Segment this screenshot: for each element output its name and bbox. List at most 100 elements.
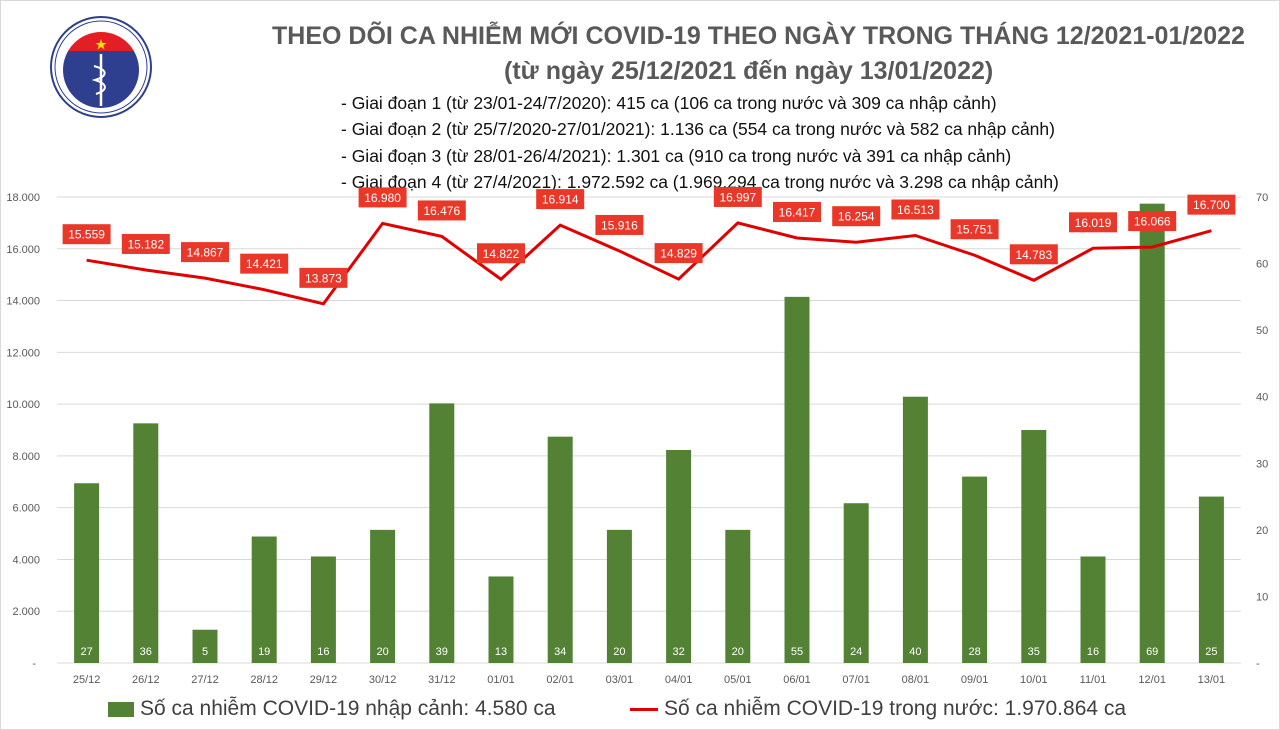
x-axis-tick-label: 02/01 <box>546 674 574 686</box>
phase-1-note: - Giai đoạn 1 (từ 23/01-24/7/2020): 415 … <box>341 93 997 113</box>
x-axis-tick-label: 29/12 <box>310 674 338 686</box>
bar-value-label: 27 <box>80 646 92 658</box>
line-value-label: 15.559 <box>68 228 105 242</box>
line-value-label-box <box>773 201 821 222</box>
bar <box>1080 556 1106 663</box>
line-value-label: 16.700 <box>1193 198 1230 212</box>
bar-value-label: 20 <box>732 646 744 658</box>
bar-value-label: 25 <box>1205 646 1217 658</box>
bar-value-label: 20 <box>376 646 388 658</box>
line-value-label: 16.066 <box>1134 215 1171 229</box>
chart-subtitle: (từ ngày 25/12/2021 đến ngày 13/01/2022) <box>504 57 994 85</box>
line-value-label-box <box>240 253 289 274</box>
right-axis-tick-label: 70 <box>1256 192 1268 204</box>
line-value-label: 16.254 <box>838 210 875 224</box>
line-value-label-box <box>595 214 644 235</box>
x-axis-tick-label: 09/01 <box>961 674 989 686</box>
bar <box>1139 203 1165 663</box>
line-value-label: 16.417 <box>779 205 816 219</box>
left-axis-tick-label: 8.000 <box>12 451 40 463</box>
line-value-label-box <box>713 186 762 207</box>
left-axis-tick-label: 12.000 <box>6 347 40 359</box>
bar <box>251 536 277 663</box>
bar-value-label: 69 <box>1146 646 1158 658</box>
bar <box>192 629 218 663</box>
bar-value-label: 16 <box>1087 646 1099 658</box>
legend-label-imported: Số ca nhiễm COVID-19 nhập cảnh: 4.580 ca <box>140 697 556 720</box>
bar-value-label: 35 <box>1028 646 1040 658</box>
bar-value-label: 40 <box>909 646 921 658</box>
right-axis-tick-label: 10 <box>1256 591 1268 603</box>
line-value-label: 16.980 <box>364 191 401 205</box>
x-axis-tick-label: 06/01 <box>783 674 811 686</box>
bar <box>547 436 573 663</box>
bar <box>725 529 751 663</box>
x-axis-tick-label: 01/01 <box>487 674 515 686</box>
x-axis-tick-label: 12/01 <box>1138 674 1166 686</box>
bar <box>429 403 455 663</box>
bar <box>370 529 396 663</box>
legend-swatch-line <box>630 707 658 711</box>
legend-swatch-bar <box>108 701 134 717</box>
line-value-label-box <box>358 187 407 208</box>
line-value-label: 16.513 <box>897 203 934 217</box>
x-axis-tick-label: 26/12 <box>132 674 160 686</box>
bar <box>310 556 336 663</box>
x-axis-tick-label: 05/01 <box>724 674 752 686</box>
right-axis-tick-label: 50 <box>1256 325 1268 337</box>
right-axis-tick-label: 20 <box>1256 525 1268 537</box>
line-value-label: 16.019 <box>1075 216 1112 230</box>
legend-label-domestic: Số ca nhiễm COVID-19 trong nước: 1.970.8… <box>664 697 1127 720</box>
x-axis-tick-label: 07/01 <box>842 674 870 686</box>
bar-value-label: 5 <box>202 646 208 658</box>
line-value-label: 13.873 <box>305 271 342 285</box>
bar <box>133 423 159 663</box>
left-axis-tick-label: 14.000 <box>6 296 40 308</box>
line-value-label: 15.182 <box>127 237 164 251</box>
line-value-label-box <box>891 199 940 220</box>
ministry-of-health-logo <box>50 16 152 118</box>
line-value-label-box <box>121 233 170 254</box>
x-axis-tick-label: 28/12 <box>250 674 278 686</box>
line-value-label: 14.822 <box>483 247 520 261</box>
line-value-label-box <box>62 224 111 245</box>
x-axis-tick-label: 10/01 <box>1020 674 1048 686</box>
x-axis-tick-label: 11/01 <box>1080 674 1107 686</box>
x-axis-tick-label: 08/01 <box>902 674 930 686</box>
bar-value-label: 34 <box>554 646 566 658</box>
phase-3-note: - Giai đoạn 3 (từ 28/01-26/4/2021): 1.30… <box>341 146 1012 166</box>
bar-value-label: 39 <box>436 646 448 658</box>
line-value-label: 14.783 <box>1015 248 1052 262</box>
legend-item-imported: Số ca nhiễm COVID-19 nhập cảnh: 4.580 ca <box>108 697 556 721</box>
x-axis-tick-label: 03/01 <box>606 674 634 686</box>
line-value-label-box <box>950 219 999 240</box>
left-axis-tick-label: - <box>32 658 36 670</box>
x-axis-tick-label: 30/12 <box>369 674 397 686</box>
bar-value-label: 55 <box>791 646 803 658</box>
bar <box>843 503 869 663</box>
bar-value-label: 32 <box>672 646 684 658</box>
line-value-label-box <box>1009 244 1058 265</box>
line-value-label: 14.867 <box>187 246 224 260</box>
line-value-label-box <box>1069 212 1117 233</box>
bar-value-label: 20 <box>613 646 625 658</box>
bar <box>666 449 692 663</box>
legend-item-domestic: Số ca nhiễm COVID-19 trong nước: 1.970.8… <box>630 697 1126 721</box>
x-axis-tick-label: 31/12 <box>428 674 456 686</box>
phase-4-note: - Giai đoạn 4 (từ 27/4/2021): 1.972.592 … <box>341 172 1059 192</box>
bar <box>784 296 810 663</box>
x-axis-tick-label: 04/01 <box>665 674 693 686</box>
line-value-label: 16.476 <box>423 204 460 218</box>
x-axis-tick-label: 27/12 <box>191 674 219 686</box>
bar <box>74 483 100 663</box>
x-axis-tick-label: 25/12 <box>73 674 101 686</box>
x-axis-tick-label: 13/01 <box>1198 674 1226 686</box>
left-axis-tick-label: 10.000 <box>6 399 40 411</box>
line-value-label-box <box>654 243 703 264</box>
line-value-label-box <box>1187 194 1236 215</box>
left-axis-tick-label: 18.000 <box>6 192 40 204</box>
bar-value-label: 16 <box>317 646 329 658</box>
line-value-label: 14.421 <box>246 257 283 271</box>
bar <box>1021 430 1047 663</box>
bar <box>902 396 928 663</box>
